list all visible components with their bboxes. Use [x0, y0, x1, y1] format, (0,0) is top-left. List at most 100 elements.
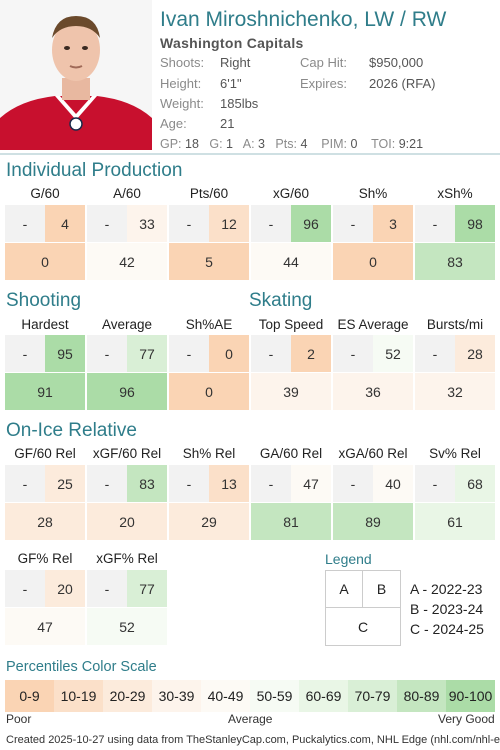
- scale-box-5: 50-59: [250, 680, 299, 712]
- legend-c-desc: C - 2024-25: [410, 621, 484, 637]
- metric-xg60-a: -: [251, 205, 291, 242]
- metric-xgfprel-b: 77: [127, 570, 167, 607]
- pim-value: 0: [350, 137, 358, 151]
- height-value: 6'1": [220, 76, 242, 91]
- metric-label-a60: A/60: [113, 186, 141, 201]
- metric-esavg-b: 52: [373, 335, 413, 372]
- metric-g60-a: -: [5, 205, 45, 242]
- metric-label-shrel: Sh% Rel: [182, 446, 236, 461]
- scale-box-3: 30-39: [152, 680, 201, 712]
- scale-very-good-label: Very Good: [438, 712, 495, 726]
- metric-a60-c: 42: [87, 243, 167, 280]
- metric-label-esavg: ES Average: [337, 317, 409, 332]
- metric-shae-c: 0: [169, 373, 249, 410]
- scale-box-4: 40-49: [201, 680, 250, 712]
- age-value: 21: [220, 116, 235, 131]
- age-label: Age:: [160, 116, 187, 131]
- season-stats-line: GP: 18 G: 1 A: 3 Pts: 4 PIM: 0 TOI: 9:21: [160, 137, 423, 151]
- metric-label-svrel: Sv% Rel: [429, 446, 481, 461]
- scale-box-9: 90-100: [446, 680, 495, 712]
- metric-label-bursts: Bursts/mi: [426, 317, 484, 332]
- legend-title: Legend: [325, 551, 372, 567]
- metric-label-topspeed: Top Speed: [258, 317, 324, 332]
- caphit-row: Cap Hit: $950,000: [300, 55, 423, 70]
- metric-gf60rel-b: 25: [45, 465, 85, 502]
- metric-bursts-c: 32: [415, 373, 495, 410]
- metric-topspeed-c: 39: [251, 373, 331, 410]
- metric-average-a: -: [87, 335, 127, 372]
- metric-shp-c: 0: [333, 243, 413, 280]
- metric-xshp-a: -: [415, 205, 455, 242]
- age-row: Age: 21: [160, 116, 234, 131]
- shoots-row: Shoots: Right: [160, 55, 250, 70]
- metric-label-xga60rel: xGA/60 Rel: [338, 446, 408, 461]
- metric-hardest-a: -: [5, 335, 45, 372]
- metric-xga60rel-a: -: [333, 465, 373, 502]
- shoots-label: Shoots:: [160, 55, 205, 70]
- scale-box-2: 20-29: [103, 680, 152, 712]
- metric-ga60rel-a: -: [251, 465, 291, 502]
- scale-box-7: 70-79: [348, 680, 397, 712]
- toi-label: TOI:: [371, 137, 396, 151]
- legend-b-desc: B - 2023-24: [410, 601, 484, 617]
- metric-label-xshp: xSh%: [437, 186, 473, 201]
- a-label: A:: [242, 137, 255, 151]
- metric-esavg-a: -: [333, 335, 373, 372]
- metric-label-hardest: Hardest: [21, 317, 69, 332]
- metric-label-xg60: xG/60: [272, 186, 310, 201]
- metric-gf60rel-c: 28: [5, 503, 85, 540]
- shoots-value: Right: [220, 55, 251, 70]
- height-label: Height:: [160, 76, 202, 91]
- metric-hardest-c: 91: [5, 373, 85, 410]
- metric-hardest-b: 95: [45, 335, 85, 372]
- metric-label-shae: Sh%AE: [185, 317, 233, 332]
- metric-xga60rel-c: 89: [333, 503, 413, 540]
- metric-svrel-c: 61: [415, 503, 495, 540]
- metric-xg60-c: 44: [251, 243, 331, 280]
- metric-xg60-b: 96: [291, 205, 331, 242]
- metric-gfprel-c: 47: [5, 608, 85, 645]
- caphit-label: Cap Hit:: [300, 55, 347, 70]
- header-divider: [0, 153, 500, 155]
- metric-bursts-a: -: [415, 335, 455, 372]
- metric-xshp-b: 98: [455, 205, 495, 242]
- metric-average-c: 96: [87, 373, 167, 410]
- section-individual-production: Individual Production: [6, 160, 183, 181]
- toi-value: 9:21: [398, 137, 424, 151]
- weight-value: 185lbs: [220, 96, 259, 111]
- scale-box-0: 0-9: [5, 680, 54, 712]
- metric-gfprel-a: -: [5, 570, 45, 607]
- metric-topspeed-b: 2: [291, 335, 331, 372]
- expires-label: Expires:: [300, 76, 347, 91]
- metric-label-gf60rel: GF/60 Rel: [14, 446, 76, 461]
- metric-xgfprel-a: -: [87, 570, 127, 607]
- g-value: 1: [226, 137, 233, 151]
- metric-shp-a: -: [333, 205, 373, 242]
- metric-svrel-b: 68: [455, 465, 495, 502]
- metric-xga60rel-b: 40: [373, 465, 413, 502]
- metric-average-b: 77: [127, 335, 167, 372]
- metric-xgfprel-c: 52: [87, 608, 167, 645]
- metric-label-average: Average: [101, 317, 153, 332]
- section-on-ice-relative: On-Ice Relative: [6, 420, 137, 441]
- metric-label-g60: G/60: [30, 186, 60, 201]
- metric-xgf60rel-a: -: [87, 465, 127, 502]
- weight-row: Weight: 185lbs: [160, 96, 258, 111]
- metric-label-xgf60rel: xGF/60 Rel: [92, 446, 162, 461]
- metric-esavg-c: 36: [333, 373, 413, 410]
- metric-shrel-c: 29: [169, 503, 249, 540]
- scale-poor-label: Poor: [6, 712, 32, 726]
- metric-xshp-c: 83: [415, 243, 495, 280]
- metric-xgf60rel-b: 83: [127, 465, 167, 502]
- metric-a60-a: -: [87, 205, 127, 242]
- g-label: G:: [209, 137, 223, 151]
- scale-box-8: 80-89: [397, 680, 446, 712]
- pts-label: Pts:: [275, 137, 297, 151]
- metric-label-ga60rel: GA/60 Rel: [259, 446, 323, 461]
- metric-pts60-b: 12: [209, 205, 249, 242]
- metric-g60-b: 4: [45, 205, 85, 242]
- metric-shp-b: 3: [373, 205, 413, 242]
- metric-pts60-a: -: [169, 205, 209, 242]
- weight-label: Weight:: [160, 96, 204, 111]
- footer-credits: Created 2025-10-27 using data from TheSt…: [6, 734, 500, 746]
